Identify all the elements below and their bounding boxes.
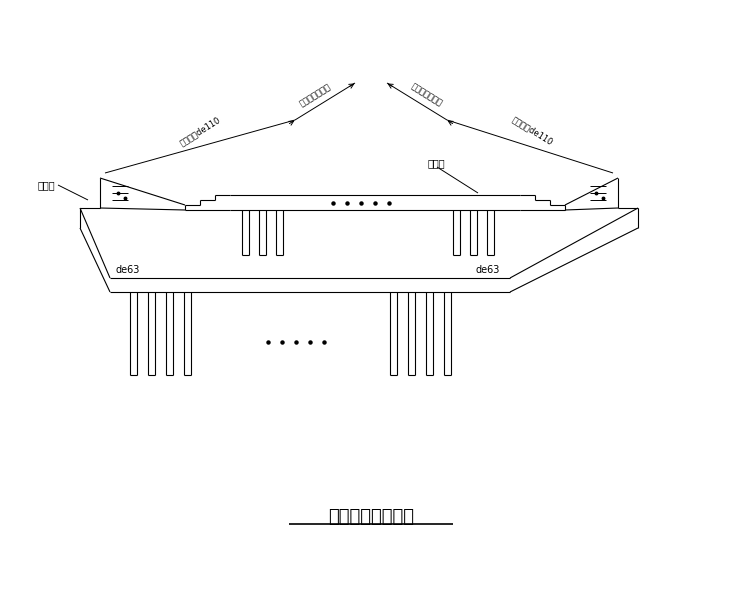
Text: 水平管连接示意图: 水平管连接示意图 (328, 508, 414, 526)
Text: 供水干管de110: 供水干管de110 (178, 115, 222, 147)
Text: 接至楼层集水器: 接至楼层集水器 (410, 82, 444, 108)
Text: 分水器: 分水器 (37, 180, 55, 190)
Text: de63: de63 (476, 265, 500, 275)
Text: 接至楼层分水器: 接至楼层分水器 (298, 82, 332, 108)
Text: de63: de63 (115, 265, 139, 275)
Text: 回水干管de110: 回水干管de110 (511, 115, 555, 147)
Text: 集水器: 集水器 (428, 158, 446, 168)
